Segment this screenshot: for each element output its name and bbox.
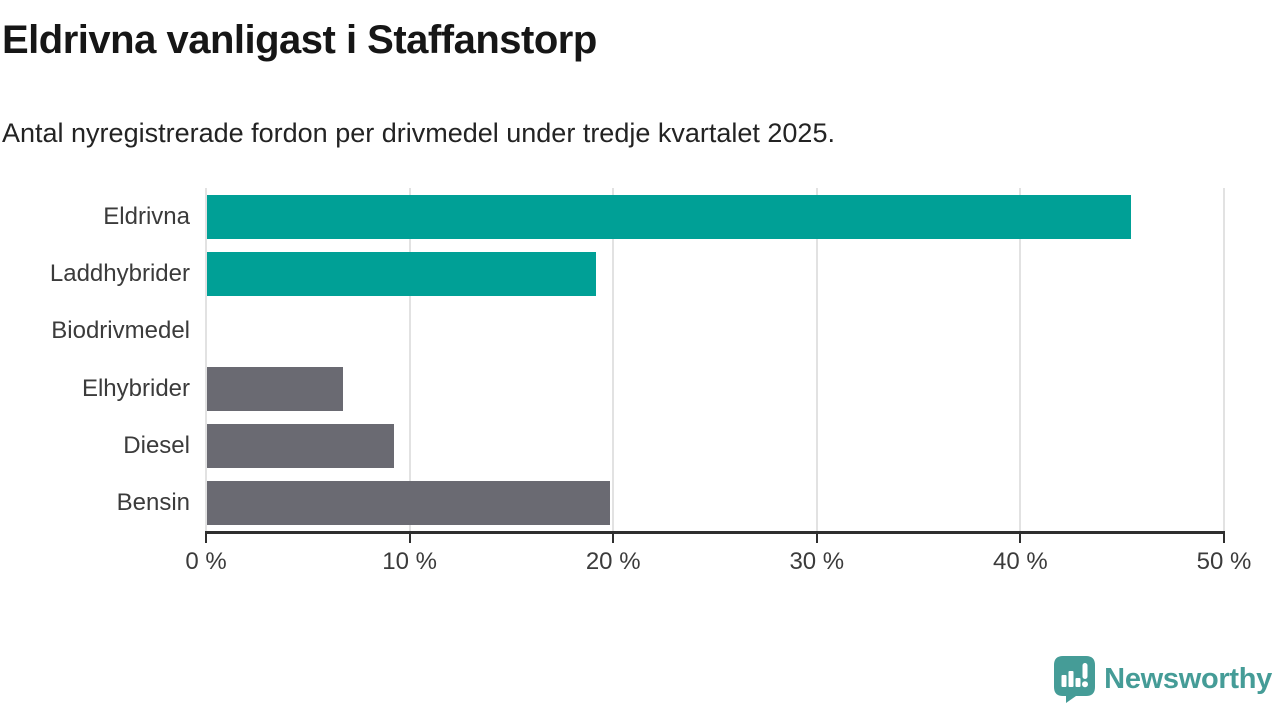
bar-row (206, 417, 1224, 474)
newsworthy-logo: Newsworthy (1054, 656, 1272, 703)
category-label: Bensin (116, 489, 190, 517)
bar-elhybrider (207, 366, 344, 411)
gridline-50 (1223, 188, 1225, 532)
x-tick-label: 0 % (185, 548, 227, 575)
gridline-10 (408, 188, 411, 532)
bar-row (206, 245, 1224, 302)
plot-area (205, 188, 1225, 532)
x-tick-label: 50 % (1196, 548, 1252, 575)
x-tick-30 (815, 531, 818, 543)
x-tick-20 (612, 531, 615, 543)
bar-bensin (207, 481, 611, 526)
gridline-40 (1019, 188, 1022, 532)
bar-row (206, 303, 1224, 360)
bar-laddhybrider (207, 251, 596, 296)
category-label: Biodrivmedel (51, 317, 190, 345)
bar-row (206, 475, 1224, 532)
gridline-30 (815, 188, 818, 532)
bar-row (206, 360, 1224, 417)
x-axis-line (205, 531, 1225, 534)
category-label: Laddhybrider (49, 259, 190, 287)
gridline-0 (205, 188, 207, 532)
chart-title: Eldrivna vanligast i Staffanstorp (2, 18, 597, 62)
x-tick-10 (408, 531, 411, 543)
bar-diesel (207, 423, 395, 468)
newsworthy-logo-text: Newsworthy (1104, 663, 1272, 695)
x-tick-40 (1019, 531, 1022, 543)
category-label: Eldrivna (103, 202, 190, 230)
newsworthy-logo-icon (1054, 656, 1096, 703)
x-tick-label: 20 % (585, 548, 641, 575)
y-axis-labels: Eldrivna Laddhybrider Biodrivmedel Elhybrid… (0, 188, 190, 532)
bar-row (206, 188, 1224, 245)
x-tick-label: 10 % (382, 548, 437, 575)
bar-eldrivna (207, 194, 1132, 239)
x-tick-0 (205, 531, 207, 543)
category-label: Diesel (123, 431, 190, 459)
x-axis: 0 % 10 % 20 % 30 % 40 % 50 % (185, 531, 1251, 591)
x-tick-50 (1223, 531, 1225, 543)
category-label: Elhybrider (81, 374, 190, 402)
chart-subtitle: Antal nyregistrerade fordon per drivmede… (2, 118, 835, 148)
gridline-20 (612, 188, 615, 532)
x-tick-label: 40 % (993, 548, 1048, 575)
x-tick-label: 30 % (789, 548, 845, 575)
